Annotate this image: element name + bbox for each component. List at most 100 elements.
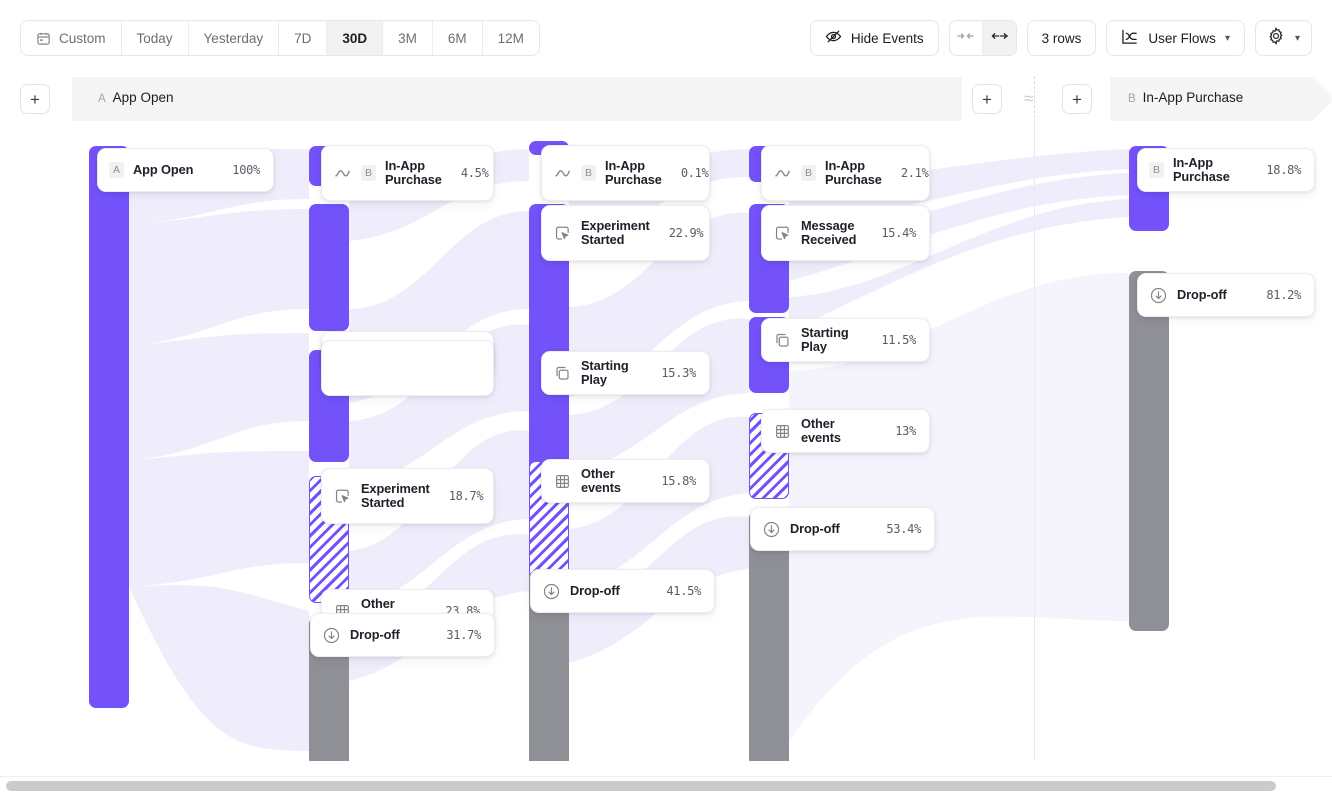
node-drop-off-c3[interactable]: Drop-off 53.4% — [750, 507, 935, 551]
node-drop-off-b[interactable]: Drop-off 81.2% — [1137, 273, 1315, 317]
plus-icon: + — [1072, 89, 1082, 109]
node-percent: 18.8% — [1266, 163, 1301, 177]
step-segment-2[interactable] — [296, 77, 536, 121]
settings-chevron-down-icon[interactable]: ▾ — [1294, 32, 1300, 44]
node-label: Drop-off — [570, 583, 620, 598]
toolbar: Custom Today Yesterday 7D 30D 3M 6M 12M … — [0, 0, 1332, 76]
bar-install-or-open-c1[interactable] — [309, 204, 349, 331]
node-starting-play-c3[interactable]: Starting Play 11.5% — [761, 318, 930, 362]
node-other-events-c3[interactable]: Other events 13% — [761, 409, 930, 453]
hide-events-label: Hide Events — [850, 30, 924, 46]
date-range-6m-label: 6M — [447, 30, 467, 46]
node-label: Other events — [581, 466, 621, 495]
date-range-today-label: Today — [136, 30, 173, 46]
node-label: Drop-off — [350, 627, 400, 642]
node-experiment-started-c1[interactable] — [321, 340, 494, 396]
node-in-app-purchase-c2[interactable]: B In-App Purchase 0.1% — [541, 145, 710, 201]
date-range-segmented-control[interactable]: Custom Today Yesterday 7D 30D 3M 6M 12M — [20, 20, 540, 56]
bar-drop-off-b[interactable] — [1129, 271, 1169, 631]
trend-icon — [773, 164, 792, 183]
settings-button[interactable]: ▾ — [1254, 20, 1312, 56]
node-percent: 13% — [895, 424, 916, 438]
node-label: Experiment Started — [361, 481, 430, 510]
date-range-7d[interactable]: 7D — [279, 21, 328, 55]
node-label: App Open — [133, 162, 194, 177]
add-step-mid-button[interactable]: + — [972, 84, 1002, 114]
step-end-name: In-App Purchase — [1142, 90, 1244, 105]
collapse-horizontal-button[interactable] — [950, 21, 983, 55]
date-range-6m[interactable]: 6M — [432, 21, 483, 55]
node-label: In-App Purchase — [825, 158, 882, 187]
cursor-box-icon — [553, 224, 572, 243]
fit-mode-toggle-group[interactable] — [948, 20, 1017, 56]
cursor-box-icon — [773, 224, 792, 243]
date-range-12m-label: 12M — [497, 30, 524, 46]
grid-icon — [553, 472, 572, 491]
node-drop-off-c2[interactable]: Drop-off 41.5% — [530, 569, 715, 613]
node-percent: 11.5% — [881, 333, 916, 347]
step-segment-4[interactable] — [732, 77, 962, 121]
date-range-yesterday-label: Yesterday — [203, 30, 264, 46]
right-panel-divider — [1034, 121, 1035, 761]
arrow-down-circle-icon — [762, 520, 781, 539]
plus-icon: + — [30, 89, 40, 109]
step-segment-3[interactable] — [514, 77, 754, 121]
node-app-open[interactable]: A App Open 100% — [97, 148, 274, 192]
node-in-app-purchase-c3[interactable]: B In-App Purchase 2.1% — [761, 145, 930, 201]
step-end-label: B In-App Purchase — [1128, 90, 1243, 105]
node-other-events-c2[interactable]: Other events 15.8% — [541, 459, 710, 503]
bar-app-open[interactable] — [89, 146, 129, 708]
node-in-app-purchase-c1[interactable]: B In-App Purchase 4.5% — [321, 145, 494, 201]
badge-b: B — [1149, 162, 1164, 178]
node-drop-off-c1[interactable]: Drop-off 31.7% — [310, 613, 495, 657]
rows-count-label: 3 rows — [1041, 30, 1082, 46]
node-label: In-App Purchase — [1173, 155, 1230, 184]
date-range-custom-label: Custom — [59, 30, 106, 46]
step-chevron-track — [72, 77, 962, 121]
trend-icon — [553, 164, 572, 183]
node-percent: 0.1% — [680, 166, 709, 180]
add-step-left-button[interactable]: + — [20, 84, 50, 114]
node-experiment-started-c1[interactable]: Experiment Started 18.7% — [321, 468, 494, 524]
flow-chart-icon — [1121, 29, 1139, 48]
date-range-7d-label: 7D — [294, 30, 312, 46]
bar-drop-off-c3[interactable] — [749, 511, 789, 761]
badge-a: A — [109, 162, 124, 178]
approximately-icon: ≈ — [1024, 89, 1034, 108]
node-starting-play-c2[interactable]: Starting Play 15.3% — [541, 351, 710, 395]
date-range-12m[interactable]: 12M — [482, 21, 539, 55]
date-range-30d[interactable]: 30D — [327, 21, 384, 55]
date-range-yesterday[interactable]: Yesterday — [188, 21, 280, 55]
badge-b: B — [361, 165, 376, 181]
date-range-custom[interactable]: Custom — [21, 21, 122, 55]
node-message-received-c3[interactable]: Message Received 15.4% — [761, 205, 930, 261]
node-percent: 4.5% — [460, 166, 489, 180]
collapse-horizontal-icon — [957, 29, 974, 47]
date-range-today[interactable]: Today — [121, 21, 189, 55]
node-percent: 22.9% — [668, 226, 704, 240]
horizontal-scrollbar-thumb[interactable] — [6, 781, 1276, 791]
date-range-3m[interactable]: 3M — [383, 21, 433, 55]
copy-icon — [553, 364, 572, 383]
node-percent: 18.7% — [448, 489, 484, 503]
node-percent: 81.2% — [1266, 288, 1301, 302]
calendar-icon — [36, 31, 51, 46]
rows-count-button[interactable]: 3 rows — [1026, 20, 1097, 56]
horizontal-scrollbar-track[interactable] — [0, 776, 1332, 794]
expand-horizontal-button[interactable] — [982, 21, 1016, 55]
step-start-tag: A — [98, 93, 106, 105]
step-start-label: A App Open — [98, 90, 173, 105]
node-in-app-purchase-b[interactable]: B In-App Purchase 18.8% — [1137, 148, 1315, 192]
sankey-canvas[interactable]: A App Open 100% B In-App Purchase 4.5% — [0, 121, 1332, 761]
node-label: Starting Play — [801, 325, 849, 354]
node-label: Starting Play — [581, 358, 629, 387]
plus-icon: + — [982, 89, 992, 109]
step-segment-end[interactable] — [1110, 77, 1332, 121]
arrow-down-circle-icon — [322, 626, 341, 645]
add-step-right-button[interactable]: + — [1062, 84, 1092, 114]
node-percent: 15.3% — [661, 366, 696, 380]
node-experiment-started-c2[interactable]: Experiment Started 22.9% — [541, 205, 710, 261]
hide-events-button[interactable]: Hide Events — [809, 20, 939, 56]
chart-type-button[interactable]: User Flows ▾ — [1106, 20, 1245, 56]
